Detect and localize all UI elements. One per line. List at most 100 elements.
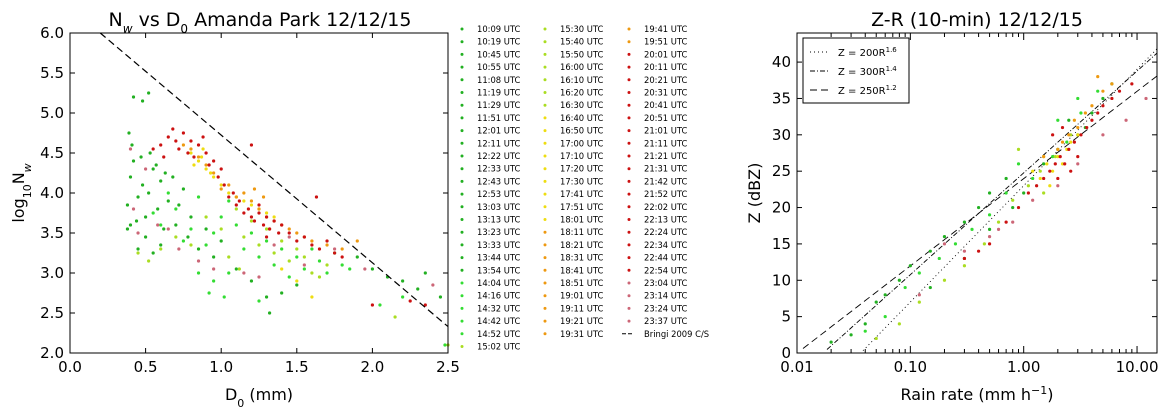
scatter-point xyxy=(325,263,329,267)
legend-marker xyxy=(543,116,547,120)
legend-label: 12:43 UTC xyxy=(477,176,521,186)
scatter-point xyxy=(310,243,314,247)
zr-legend-label-2: Z = 300R1.4 xyxy=(838,65,897,78)
scatter-point xyxy=(408,299,412,303)
scatter-point xyxy=(1096,111,1100,115)
scatter-point xyxy=(302,263,306,267)
legend-marker xyxy=(460,294,464,298)
scatter-point xyxy=(280,247,284,251)
scatter-point xyxy=(257,299,261,303)
scatter-point xyxy=(363,267,367,271)
scatter-point xyxy=(219,239,223,243)
scatter-point xyxy=(272,263,276,267)
legend-label: 20:41 UTC xyxy=(644,100,688,110)
left-scatter-points xyxy=(125,91,450,347)
scatter-point xyxy=(962,249,967,253)
legend-marker xyxy=(627,141,631,145)
scatter-point xyxy=(242,247,246,251)
scatter-point xyxy=(219,227,223,231)
scatter-point xyxy=(987,227,992,231)
scatter-point xyxy=(156,223,160,227)
scatter-point xyxy=(151,167,155,171)
scatter-point xyxy=(1101,104,1105,108)
legend-marker xyxy=(543,192,547,196)
legend-marker xyxy=(627,243,631,247)
legend-label: 22:02 UTC xyxy=(644,202,688,212)
scatter-point xyxy=(192,163,196,167)
scatter-point xyxy=(1110,82,1114,86)
scatter-point xyxy=(1031,169,1035,173)
scatter-point xyxy=(1056,147,1060,151)
scatter-point xyxy=(1031,198,1035,202)
scatter-point xyxy=(234,195,238,199)
zr-relation-line xyxy=(802,75,1158,349)
scatter-point xyxy=(151,211,155,215)
scatter-point xyxy=(162,155,166,159)
scatter-point xyxy=(212,279,216,283)
scatter-point xyxy=(249,231,254,235)
scatter-point xyxy=(249,199,254,203)
scatter-point xyxy=(166,227,170,231)
scatter-point xyxy=(204,215,208,219)
scatter-point xyxy=(295,279,299,283)
scatter-point xyxy=(416,287,420,291)
scatter-point xyxy=(1016,162,1021,166)
scatter-point xyxy=(378,303,382,307)
scatter-point xyxy=(1144,96,1148,101)
scatter-point xyxy=(242,235,246,239)
legend-label: 21:11 UTC xyxy=(644,138,688,148)
scatter-point xyxy=(942,235,947,239)
legend-label: 17:00 UTC xyxy=(560,138,604,148)
legend-label: 22:34 UTC xyxy=(644,240,688,250)
scatter-point xyxy=(310,239,314,243)
legend-label: 17:30 UTC xyxy=(560,176,604,186)
scatter-point xyxy=(1069,140,1073,144)
scatter-point xyxy=(1069,169,1073,173)
scatter-point xyxy=(1072,140,1076,144)
scatter-point xyxy=(181,187,185,191)
scatter-point xyxy=(127,131,131,135)
scatter-point xyxy=(314,195,319,199)
scatter-point xyxy=(128,223,133,227)
scatter-point xyxy=(1035,184,1039,188)
zr-legend-label-1: Z = 200R1.6 xyxy=(838,46,897,59)
scatter-point xyxy=(174,207,178,211)
scatter-point xyxy=(234,207,238,211)
scatter-point xyxy=(204,151,208,155)
scatter-point xyxy=(234,267,238,271)
scatter-point xyxy=(325,243,329,247)
legend-label: 13:44 UTC xyxy=(477,253,521,263)
legend-marker xyxy=(627,91,631,94)
scatter-point xyxy=(234,203,238,207)
scatter-point xyxy=(917,293,921,297)
scatter-point xyxy=(996,227,1001,231)
scatter-point xyxy=(295,255,299,259)
right-ytick-label: 5 xyxy=(781,308,791,326)
legend-label: 14:32 UTC xyxy=(477,303,521,313)
scatter-point xyxy=(219,187,223,191)
scatter-point xyxy=(287,275,291,279)
scatter-point xyxy=(996,220,1001,224)
legend-label: 17:20 UTC xyxy=(560,164,604,174)
scatter-point xyxy=(1117,89,1122,93)
scatter-point xyxy=(171,127,175,131)
scatter-point xyxy=(212,175,216,179)
time-legend: 10:09 UTC 10:19 UTC 10:45 UTC 10:55 UTC 11:0… xyxy=(460,24,709,352)
scatter-point xyxy=(348,267,352,271)
scatter-point xyxy=(401,295,405,299)
left-ytick-label: 5.0 xyxy=(40,104,64,122)
legend-marker xyxy=(627,192,631,196)
legend-marker xyxy=(627,154,631,158)
scatter-point xyxy=(355,239,359,243)
legend-marker xyxy=(460,27,464,31)
scatter-point xyxy=(1096,75,1100,79)
scatter-point xyxy=(1051,133,1055,137)
legend-marker xyxy=(543,40,547,44)
scatter-point xyxy=(231,191,235,195)
legend-marker xyxy=(460,268,464,272)
scatter-point xyxy=(1101,133,1105,137)
scatter-point xyxy=(287,231,291,235)
legend-label: 11:29 UTC xyxy=(477,100,521,110)
legend-label: 18:51 UTC xyxy=(560,278,604,288)
scatter-point xyxy=(272,219,276,223)
